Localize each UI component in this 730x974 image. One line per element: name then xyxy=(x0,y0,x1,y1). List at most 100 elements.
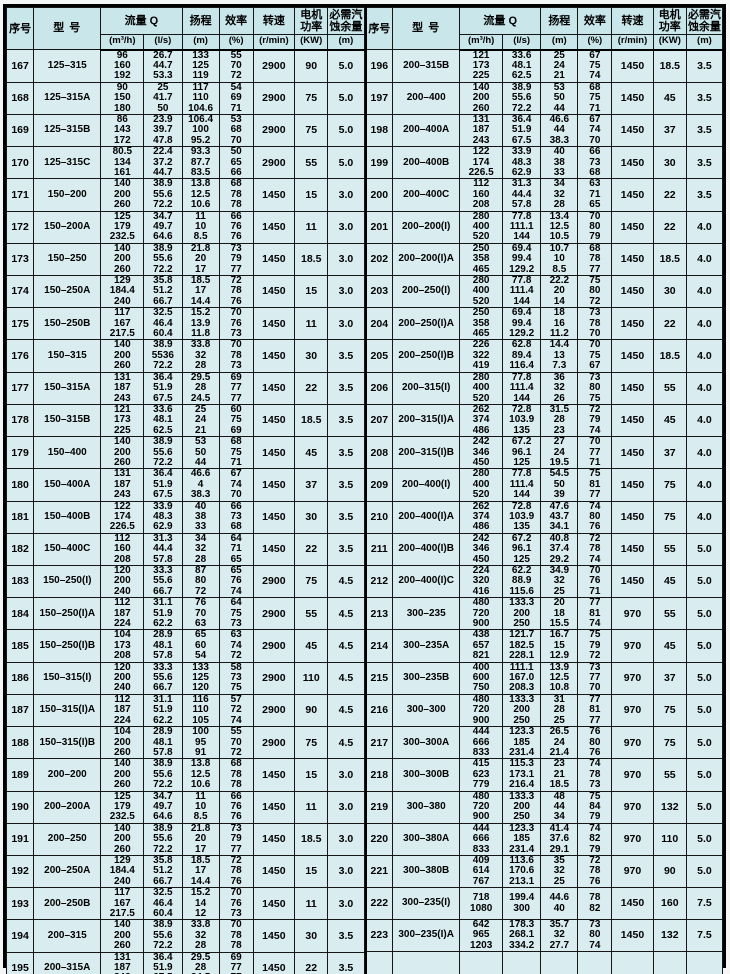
unit-speed: (r/min) xyxy=(252,34,296,51)
duty-point-value: 21 xyxy=(195,424,207,436)
duty-point-value: 12.5 xyxy=(190,768,211,780)
duty-point-value: 38.9 xyxy=(153,758,173,770)
model-cell: 125–315B xyxy=(33,113,102,148)
duty-point-value: 70 xyxy=(589,339,601,351)
ls-cell: 77.8 111.4 144 xyxy=(502,468,542,502)
unit-speed: (r/min) xyxy=(611,34,654,51)
duty-point-value: 76 xyxy=(230,221,242,232)
head-cell: 21.8 20 17 xyxy=(181,822,220,856)
npsh-cell: 5.0 xyxy=(685,790,724,824)
duty-point-value: 73 xyxy=(589,662,601,673)
duty-point-value: 99.4 xyxy=(511,253,532,265)
duty-point-value: 21 xyxy=(553,70,565,82)
power-cell: 75 xyxy=(652,500,687,534)
duty-point-value: 37.2 xyxy=(153,156,173,168)
head-cell: 18.5 17 14.4 xyxy=(181,275,220,309)
model-cell: 125–315C xyxy=(33,146,102,180)
duty-point-value: 63 xyxy=(195,618,207,630)
duty-point-value: 72 xyxy=(195,585,207,597)
duty-point-value: 38.9 xyxy=(153,339,173,351)
duty-point-value: 240 xyxy=(113,682,131,694)
duty-point-value: 400 xyxy=(472,382,490,394)
model-cell: 200–315(I) xyxy=(392,371,461,405)
m3h-cell: 80.5 134 161 xyxy=(100,146,145,180)
duty-point-value: 77 xyxy=(230,843,242,855)
duty-point-value: 10 xyxy=(195,221,207,232)
table-row: 173 150–250 140 200 260 38.9 55.6 72.2 21.8 20 17 7… xyxy=(5,242,365,277)
duty-point-value: 57.8 xyxy=(153,553,173,565)
duty-point-value: 300 xyxy=(513,902,530,914)
m3h-cell: 409 614 767 xyxy=(459,854,504,889)
speed-cell: 1450 xyxy=(252,790,296,824)
power-cell: 37 xyxy=(294,468,329,502)
head-cell: 10.7 10 8.5 xyxy=(540,242,579,277)
duty-point-value: 77 xyxy=(589,714,601,726)
duty-point-value: 12.9 xyxy=(549,650,570,662)
duty-point-value: 65 xyxy=(589,199,601,211)
duty-point-value: 112 xyxy=(473,178,490,190)
model-cell: 150–250A xyxy=(33,275,102,309)
duty-point-value: 74 xyxy=(589,939,601,951)
duty-point-value: 250 xyxy=(513,618,530,630)
no-cell: 214 xyxy=(364,629,394,663)
duty-point-value: 55.6 xyxy=(153,253,173,265)
duty-point-value: 720 xyxy=(472,800,490,812)
duty-point-value: 8.5 xyxy=(193,811,208,823)
head-cell: 40.8 37.4 29.2 xyxy=(540,532,579,567)
power-cell: 45 xyxy=(652,564,687,599)
duty-point-value: 242 xyxy=(472,436,490,448)
m3h-cell: 250 358 465 xyxy=(459,307,504,341)
duty-point-value: 480 xyxy=(472,597,490,609)
duty-point-value: 32 xyxy=(195,543,207,555)
duty-point-value: 62.2 xyxy=(153,714,173,726)
duty-point-value: 28 xyxy=(195,940,207,952)
duty-point-value: 11.8 xyxy=(191,328,211,340)
duty-point-value: 70 xyxy=(230,919,242,931)
power-cell: 55 xyxy=(652,532,687,567)
no-cell: 220 xyxy=(364,822,394,856)
duty-point-value: 14.4 xyxy=(549,339,570,351)
duty-point-value: 79 xyxy=(589,231,601,243)
ls-cell: 77.8 111.4 144 xyxy=(502,275,542,309)
duty-point-value: 47.6 xyxy=(549,501,570,512)
duty-point-value: 64.6 xyxy=(153,231,173,243)
no-cell: 223 xyxy=(364,918,394,953)
ls-cell: 38.9 55.6 72.2 xyxy=(502,81,542,115)
duty-point-value: 46.6 xyxy=(549,114,570,125)
duty-point-value: 62.9 xyxy=(511,166,532,178)
no-cell: 182 xyxy=(5,532,35,567)
ls-cell: 23.9 39.7 47.8 xyxy=(143,113,183,148)
no-cell: 195 xyxy=(5,951,35,974)
speed-cell: 1450 xyxy=(611,403,654,438)
npsh-cell: 3.5 xyxy=(327,919,365,953)
duty-point-value: 21 xyxy=(553,768,565,780)
duty-point-value: 140 xyxy=(113,436,131,448)
duty-point-value: 77 xyxy=(589,672,601,684)
power-cell: 18.5 xyxy=(294,822,329,856)
eff-cell: 68 75 71 xyxy=(577,81,613,115)
power-cell: 75 xyxy=(294,81,329,115)
eff-cell: 70 76 73 xyxy=(218,887,254,921)
duty-point-value: 71 xyxy=(589,456,601,468)
no-cell: 209 xyxy=(364,468,394,502)
duty-point-value: 16.7 xyxy=(549,629,570,641)
model-cell: 200–400B xyxy=(392,146,461,180)
duty-point-value: 50 xyxy=(195,446,207,458)
duty-point-value: 260 xyxy=(113,360,131,372)
duty-point-value: 44 xyxy=(553,102,565,114)
head-cell: 26.5 24 21.4 xyxy=(540,726,579,760)
duty-point-value: 120 xyxy=(192,682,209,694)
duty-point-value: 133.3 xyxy=(509,791,535,802)
table-row: 209 200–400(I) 280 400 520 77.8 111.4 144 54.5 50… xyxy=(364,468,724,502)
duty-point-value: 78 xyxy=(230,349,242,361)
duty-point-value: 5536 xyxy=(151,349,174,361)
speed-cell: 970 xyxy=(611,758,654,792)
duty-point-value: 15 xyxy=(553,639,565,651)
unit-power: (KW) xyxy=(652,34,687,51)
duty-point-value: 12.5 xyxy=(190,188,211,200)
npsh-cell: 5.0 xyxy=(327,113,365,148)
duty-point-value: 78 xyxy=(230,929,242,941)
table-row: 184 150–250(I)A 112 187 224 31.1 51.9 62.2 76 70 6… xyxy=(5,597,365,631)
ls-cell: 133.3 200 250 xyxy=(502,790,542,824)
